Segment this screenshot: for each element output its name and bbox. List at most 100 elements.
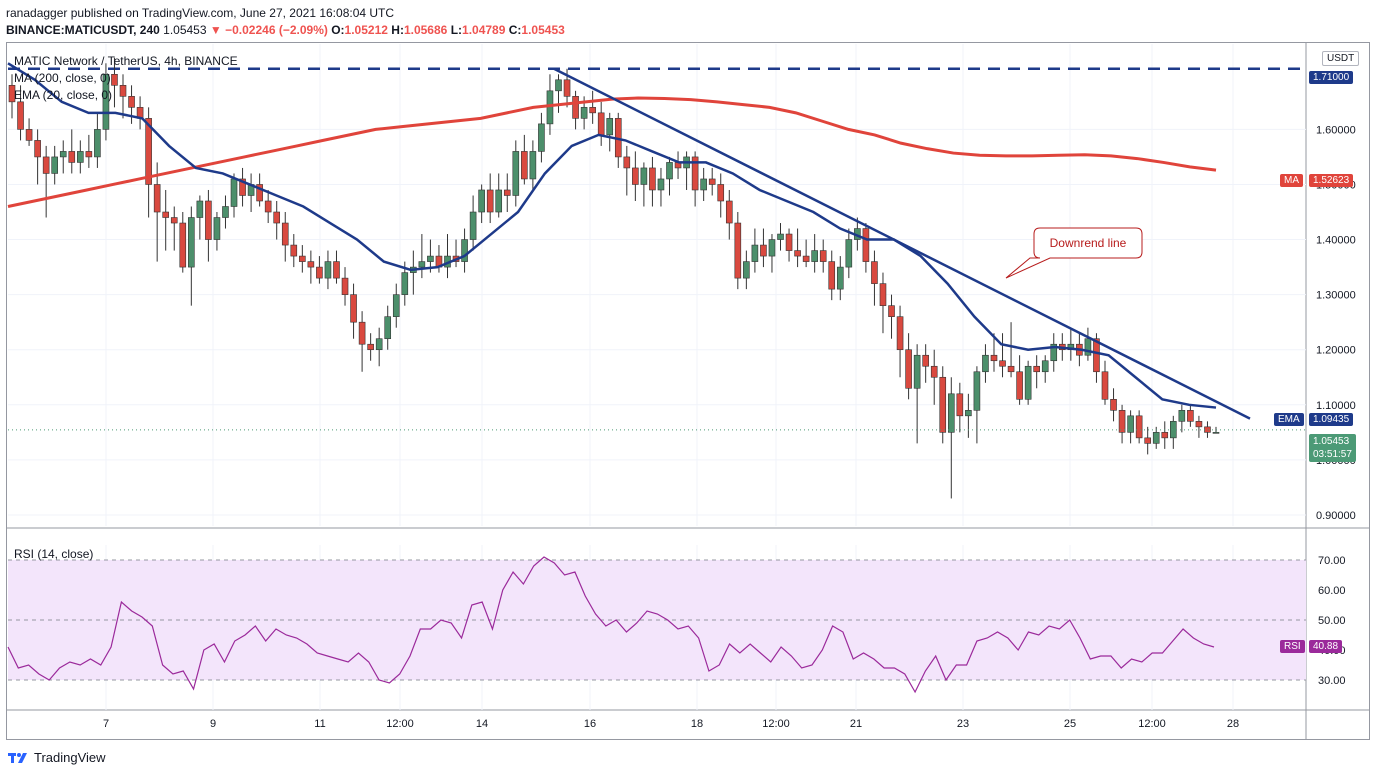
time-tick-label: 12:00 [1138, 718, 1166, 730]
candle-body [572, 96, 579, 119]
candle-body [563, 79, 571, 97]
candle-body [666, 162, 673, 180]
candle-body [930, 365, 938, 378]
close-value: 1.05453 [521, 23, 565, 37]
candle-body [333, 261, 340, 279]
price-tick-label: 1.40000 [1316, 235, 1356, 247]
candle-body [77, 151, 84, 163]
candle-body [307, 261, 315, 268]
candle-body [751, 244, 759, 262]
candle-body [256, 184, 263, 202]
rsi-tick-label: 50.00 [1318, 615, 1346, 627]
candle-body [239, 178, 246, 196]
candle-body [341, 277, 349, 295]
candle-body [1204, 426, 1211, 433]
candle-body [760, 244, 767, 257]
down-arrow-icon: ▼ [209, 23, 222, 37]
candle-body [222, 206, 229, 218]
candle-body [913, 354, 921, 389]
candle-body [922, 354, 929, 367]
candle-body [785, 233, 793, 251]
candle-body [358, 321, 366, 345]
candle-body [1024, 365, 1032, 400]
last-price-label: 1.05453 03:51:57 [1309, 434, 1356, 462]
time-tick-label: 16 [584, 718, 596, 730]
candle-body [264, 200, 272, 213]
candle-body [42, 156, 50, 174]
open-label: O: [331, 23, 345, 37]
candle-body [734, 222, 742, 279]
candle-body [1007, 365, 1015, 373]
currency-label[interactable]: USDT [1322, 51, 1360, 66]
close-label: C: [508, 23, 522, 37]
candle-body [811, 250, 818, 262]
low-value: 1.04789 [462, 23, 506, 37]
candle-body [802, 255, 810, 262]
ma200-line [7, 96, 1217, 208]
candle-body [845, 239, 853, 268]
ma-legend[interactable]: MA (200, close, 0) [14, 71, 111, 85]
candle-body [965, 410, 972, 417]
candle-body [1033, 365, 1040, 373]
price-tick-label: 1.30000 [1316, 290, 1356, 302]
footer-brand[interactable]: TradingView [8, 750, 106, 765]
candle-body [973, 371, 981, 411]
candle-body [1187, 410, 1194, 422]
candle-body [179, 222, 187, 268]
candle-body [162, 211, 170, 218]
candle-body [1093, 338, 1100, 373]
candle-body [1152, 432, 1160, 444]
time-tick-label: 11 [314, 718, 325, 730]
ema20-line [7, 62, 1217, 409]
rsi-value-label: 40.88 [1309, 640, 1343, 653]
candle-body [478, 189, 485, 213]
publish-info: ranadagger published on TradingView.com,… [6, 6, 395, 20]
candle-body [1110, 399, 1117, 411]
ma-tag: MA [1280, 174, 1303, 187]
candle-body [623, 156, 631, 169]
candle-body [145, 118, 152, 185]
candle-body [999, 360, 1006, 367]
candle-body [1101, 371, 1109, 400]
candle-body [555, 79, 562, 92]
ma-price-label: 1.52623 [1309, 174, 1354, 187]
candle-body [392, 294, 400, 317]
candle-body [871, 261, 878, 284]
price-tick-label: 1.60000 [1316, 124, 1356, 136]
rsi-legend[interactable]: RSI (14, close) [14, 547, 94, 561]
candle-body [1144, 437, 1151, 444]
candle-body [8, 85, 16, 103]
candle-body [102, 73, 110, 130]
rsi-tick-label: 60.00 [1318, 585, 1346, 597]
candle-body [205, 200, 212, 240]
candle-body [367, 343, 374, 351]
tradingview-logo-icon [8, 752, 27, 763]
time-tick-label: 23 [957, 718, 969, 730]
time-tick-label: 7 [103, 718, 109, 730]
price-tick-label: 0.90000 [1316, 510, 1356, 522]
candle-body [879, 283, 887, 306]
candle-body [384, 316, 392, 340]
candle-body [717, 184, 725, 202]
countdown-value: 03:51:57 [1313, 449, 1352, 460]
time-tick-label: 12:00 [386, 718, 414, 730]
candle-body [316, 266, 323, 279]
time-tick-label: 18 [691, 718, 703, 730]
candle-body [794, 250, 801, 257]
last-price-value: 1.05453 [1313, 436, 1350, 447]
candle-body [1084, 338, 1092, 356]
candle-body [1118, 410, 1126, 433]
candle-body [1016, 371, 1023, 400]
last-price: 1.05453 [163, 23, 207, 37]
downtrend-line [553, 67, 1251, 420]
symbol-ohlc-row: BINANCE:MATICUSDT, 240 1.05453 ▼ −0.0224… [6, 23, 565, 37]
ema-legend[interactable]: EMA (20, close, 0) [14, 88, 113, 102]
candle-body [725, 200, 733, 224]
candle-body [649, 167, 656, 191]
candle-body [503, 189, 511, 196]
candle-body [828, 261, 836, 290]
candle-body [956, 393, 964, 417]
price-tick-label: 1.20000 [1316, 345, 1356, 357]
candle-body [947, 393, 955, 433]
